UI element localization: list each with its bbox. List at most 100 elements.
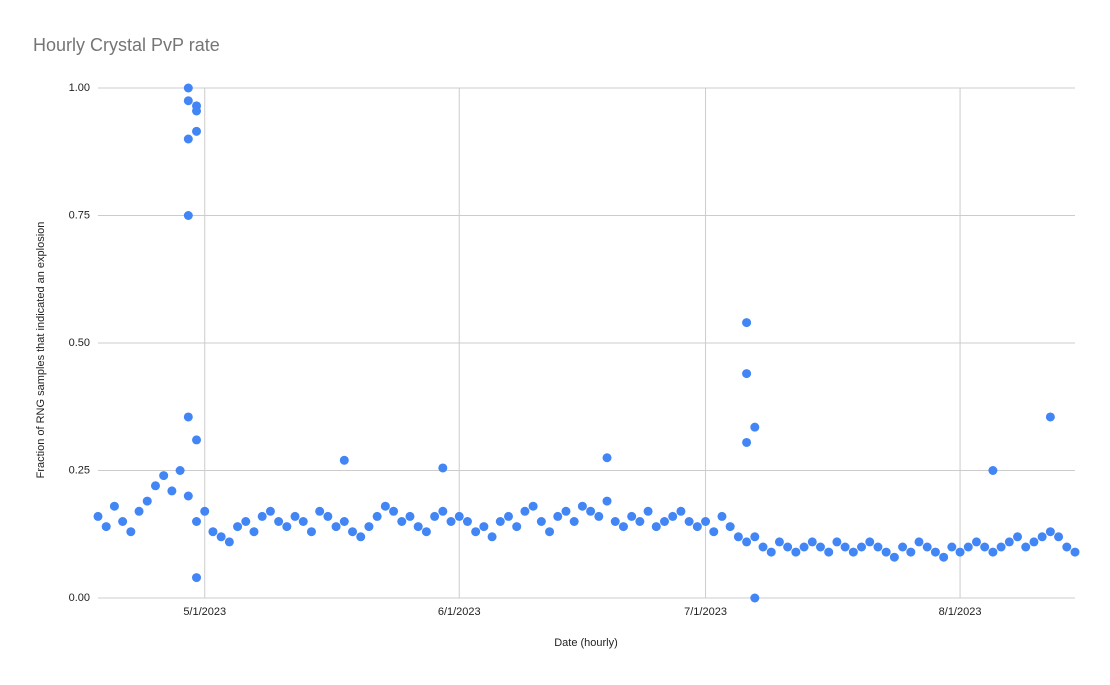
point: [438, 463, 448, 473]
point: [380, 501, 390, 511]
point: [553, 511, 563, 521]
point: [438, 506, 448, 516]
x-tick-label: 7/1/2023: [684, 606, 727, 618]
point: [914, 537, 924, 547]
point: [709, 527, 719, 537]
point: [192, 435, 202, 445]
point: [126, 527, 136, 537]
point: [930, 547, 940, 557]
point: [922, 542, 932, 552]
point: [659, 517, 669, 526]
point: [602, 453, 612, 463]
point: [955, 547, 965, 557]
point: [586, 506, 596, 516]
point: [159, 471, 169, 481]
point: [446, 517, 456, 526]
point: [372, 511, 382, 521]
y-tick-label: 0.25: [69, 464, 90, 476]
point: [1045, 412, 1055, 422]
point: [742, 369, 752, 379]
point: [742, 537, 752, 547]
point: [750, 422, 760, 432]
point: [963, 542, 973, 552]
point: [462, 517, 472, 526]
point: [479, 522, 489, 532]
point: [594, 511, 604, 521]
point: [545, 527, 555, 537]
point: [536, 517, 546, 526]
point: [569, 517, 579, 526]
point: [701, 517, 711, 526]
x-tick-label: 6/1/2023: [438, 606, 481, 618]
y-axis-label: Fraction of RNG samples that indicated a…: [35, 222, 47, 479]
point: [988, 466, 998, 475]
point: [742, 318, 752, 328]
point: [315, 506, 325, 516]
point: [175, 466, 185, 475]
point: [364, 522, 374, 532]
point: [610, 517, 620, 526]
point: [668, 511, 678, 521]
point: [356, 532, 366, 542]
point: [840, 542, 850, 552]
point: [1021, 542, 1031, 552]
point: [183, 134, 193, 144]
point: [183, 211, 193, 220]
point: [183, 491, 193, 501]
point: [348, 527, 358, 537]
point: [774, 537, 784, 547]
point: [618, 522, 628, 532]
point: [1054, 532, 1064, 542]
point: [495, 517, 505, 526]
point: [799, 542, 809, 552]
x-axis-label: Date (hourly): [554, 637, 618, 649]
point: [282, 522, 292, 532]
point: [1062, 542, 1072, 552]
point: [692, 522, 702, 532]
point: [848, 547, 858, 557]
point: [676, 506, 686, 516]
point: [906, 547, 916, 557]
point: [807, 537, 817, 547]
y-tick-label: 1.00: [69, 82, 90, 94]
point: [323, 511, 333, 521]
y-tick-label: 0.75: [69, 209, 90, 221]
point: [733, 532, 743, 542]
point: [192, 106, 202, 116]
point: [627, 511, 637, 521]
point: [339, 517, 349, 526]
point: [881, 547, 891, 557]
point: [487, 532, 497, 542]
point: [857, 542, 867, 552]
point: [725, 522, 735, 532]
point: [101, 522, 111, 532]
point: [750, 593, 760, 603]
point: [233, 522, 243, 532]
point: [971, 537, 981, 547]
point: [142, 496, 152, 506]
point: [134, 506, 144, 516]
point: [504, 511, 514, 521]
point: [889, 552, 899, 562]
point: [684, 517, 694, 526]
point: [873, 542, 883, 552]
point: [1070, 547, 1080, 557]
point: [430, 511, 440, 521]
point: [93, 511, 103, 521]
point: [389, 506, 399, 516]
point: [454, 511, 464, 521]
point: [1029, 537, 1039, 547]
point: [471, 527, 481, 537]
point: [717, 511, 727, 521]
point: [397, 517, 407, 526]
point: [988, 547, 998, 557]
point: [832, 537, 842, 547]
point: [208, 527, 218, 537]
point: [224, 537, 234, 547]
point: [1045, 527, 1055, 537]
y-tick-label: 0.00: [69, 592, 90, 604]
point: [405, 511, 415, 521]
point: [635, 517, 645, 526]
point: [413, 522, 423, 532]
